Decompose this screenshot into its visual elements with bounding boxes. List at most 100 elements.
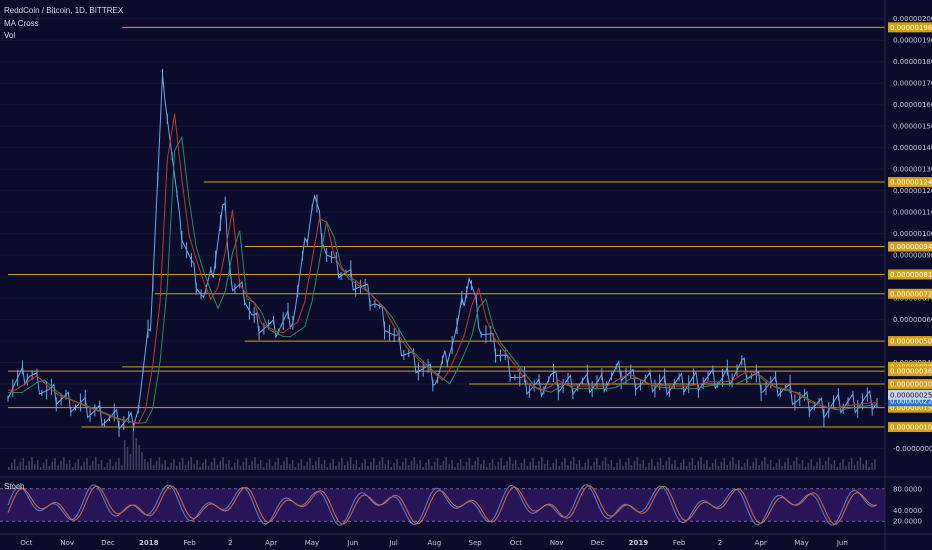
- level-tag-2[interactable]: [888, 241, 932, 252]
- level-tag-label-2: 0.00000094: [890, 243, 932, 251]
- volume-bar: [697, 461, 700, 470]
- volume-bar: [703, 464, 705, 470]
- volume-bar: [338, 462, 340, 470]
- current-price-tag[interactable]: [888, 396, 932, 407]
- level-tag-3[interactable]: [888, 269, 932, 280]
- x-tick-label-3: 2018: [139, 539, 159, 547]
- stoch-label[interactable]: Stoch: [4, 482, 25, 491]
- current-price-label: 0.00000022: [890, 398, 932, 406]
- volume-bar: [564, 458, 566, 470]
- volume-bar: [309, 458, 311, 470]
- volume-bar: [766, 464, 769, 470]
- volume-bar: [540, 457, 543, 470]
- volume-bar: [152, 465, 155, 470]
- x-tick-label-18: Apr: [755, 539, 767, 547]
- level-tag-8[interactable]: [888, 379, 932, 390]
- x-tick-label-6: Apr: [265, 539, 277, 547]
- volume-bar: [164, 460, 167, 470]
- level-tag-1[interactable]: [888, 177, 932, 188]
- volume-bar: [193, 464, 195, 470]
- volume-bar: [590, 466, 592, 470]
- volume-bar: [16, 466, 19, 470]
- volume-bar: [819, 458, 821, 470]
- volume-bar: [265, 463, 268, 470]
- volume-bar: [723, 458, 726, 470]
- level-tag-label-8: 0.00000030: [890, 381, 932, 389]
- level-tag-9[interactable]: [888, 402, 932, 413]
- ma-cross-label[interactable]: MA Cross: [4, 19, 39, 28]
- level-tag-label-3: 0.00000081: [890, 271, 932, 279]
- volume-bar: [407, 465, 410, 470]
- volume-bar: [100, 460, 103, 470]
- volume-bar: [717, 466, 720, 470]
- volume-bar: [445, 457, 447, 470]
- volume-bar: [720, 462, 723, 470]
- volume-bar: [769, 460, 772, 470]
- volume-bar: [34, 464, 36, 470]
- volume-bar: [115, 462, 117, 470]
- volume-bar: [219, 461, 222, 470]
- volume-bar: [714, 459, 717, 470]
- volume-bar: [45, 459, 48, 470]
- stoch-tick-label-1: 40.0000: [893, 507, 922, 515]
- volume-bar: [845, 466, 847, 470]
- volume-bar: [798, 464, 801, 470]
- volume-bar: [830, 464, 833, 470]
- volume-bar: [558, 466, 560, 470]
- volume-bar: [280, 465, 282, 470]
- volume-bar: [22, 458, 25, 470]
- volume-bar: [231, 467, 233, 470]
- volume-bar: [274, 462, 277, 470]
- volume-label[interactable]: Vol: [4, 31, 16, 40]
- volume-bar: [659, 458, 662, 470]
- volume-bar: [178, 462, 181, 470]
- volume-bar: [135, 438, 138, 470]
- volume-bar: [83, 462, 85, 470]
- volume-bar: [132, 431, 135, 470]
- volume-bar: [92, 461, 94, 470]
- horizontal-levels[interactable]: [8, 26, 885, 428]
- price-axis-tag[interactable]: [888, 389, 932, 400]
- volume-bar: [352, 464, 355, 470]
- level-tag-7[interactable]: [888, 366, 932, 377]
- volume-bar: [176, 466, 178, 470]
- stoch-tick-label-2: 20.0000: [893, 518, 922, 526]
- level-tag-10[interactable]: [888, 422, 932, 433]
- y-tick-label-8: 0.00000120: [893, 187, 932, 195]
- volume-bar: [509, 457, 511, 470]
- volume-bar: [207, 466, 210, 470]
- symbol-title: ReddCoin / Bitcoin, 1D, BITTREX: [4, 6, 124, 15]
- level-tag-5[interactable]: [888, 336, 932, 347]
- volume-bar: [749, 466, 752, 470]
- volume-bar: [642, 460, 644, 470]
- volume-bar: [622, 466, 624, 470]
- volume-bar: [784, 462, 786, 470]
- volume-bar: [711, 463, 714, 470]
- x-tick-label-14: Dec: [591, 539, 605, 547]
- volume-bar: [57, 465, 59, 470]
- volume-bar: [349, 457, 352, 470]
- price-axis[interactable]: 0.00000200 0.00000190 0.00000180 0.00000170…: [884, 0, 932, 550]
- time-axis[interactable]: Oct Nov Dec 2018 Feb 2 Apr May Jun Jul Aug Sep Oct No…: [0, 533, 932, 547]
- volume-bar: [677, 467, 679, 470]
- volume-bar: [51, 462, 54, 470]
- volume-bar: [807, 463, 810, 470]
- volume-bar: [196, 460, 198, 470]
- volume-bar: [326, 467, 329, 470]
- volume-bar: [485, 467, 488, 470]
- volume-bar: [216, 465, 219, 470]
- volume-bar: [572, 457, 575, 470]
- volume-bar: [824, 461, 827, 470]
- volume-bar: [393, 463, 395, 470]
- volume-bar: [439, 465, 442, 470]
- level-tag-4[interactable]: [888, 288, 932, 299]
- x-tick-label-17: 2: [718, 539, 722, 547]
- volume-bar: [613, 467, 616, 470]
- volume-bar: [10, 463, 13, 470]
- volume-bar: [833, 460, 836, 470]
- volume-bar: [497, 462, 500, 470]
- level-tag-0[interactable]: [888, 22, 932, 33]
- volume-bar: [242, 462, 245, 470]
- level-tag-label-0: 0.00000196: [890, 24, 932, 32]
